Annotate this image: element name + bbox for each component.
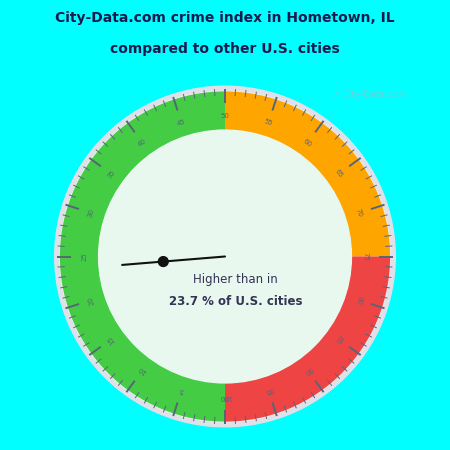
Text: 35: 35: [106, 168, 116, 179]
Circle shape: [99, 130, 351, 383]
Text: 60: 60: [302, 138, 313, 148]
Text: 85: 85: [334, 334, 344, 345]
Text: City-Data.com crime index in Hometown, IL: City-Data.com crime index in Hometown, I…: [55, 11, 395, 25]
Circle shape: [60, 91, 390, 422]
Text: 80: 80: [355, 295, 363, 305]
Text: 25: 25: [81, 252, 87, 261]
Text: 0: 0: [223, 394, 227, 400]
Text: 70: 70: [355, 208, 363, 218]
Text: 20: 20: [87, 295, 95, 305]
Text: compared to other U.S. cities: compared to other U.S. cities: [110, 42, 340, 56]
Text: Higher than in: Higher than in: [193, 273, 278, 286]
Wedge shape: [60, 91, 225, 422]
Text: 23.7 % of U.S. cities: 23.7 % of U.S. cities: [169, 295, 302, 308]
Text: 65: 65: [334, 168, 344, 179]
Text: 5: 5: [179, 387, 184, 394]
Text: 40: 40: [137, 138, 148, 148]
Text: ↗ City-Data.com: ↗ City-Data.com: [332, 90, 407, 99]
Wedge shape: [225, 91, 390, 256]
Wedge shape: [225, 256, 390, 422]
Text: 95: 95: [263, 386, 274, 395]
Text: 90: 90: [302, 365, 313, 375]
Text: 15: 15: [106, 334, 116, 345]
Circle shape: [158, 256, 168, 266]
Text: 75: 75: [363, 252, 369, 261]
Text: 30: 30: [87, 208, 95, 218]
Text: 45: 45: [176, 118, 187, 127]
Text: 50: 50: [220, 113, 230, 119]
Text: 100: 100: [218, 394, 232, 400]
Text: 55: 55: [263, 118, 274, 127]
Text: 10: 10: [137, 365, 148, 375]
Circle shape: [55, 86, 395, 427]
